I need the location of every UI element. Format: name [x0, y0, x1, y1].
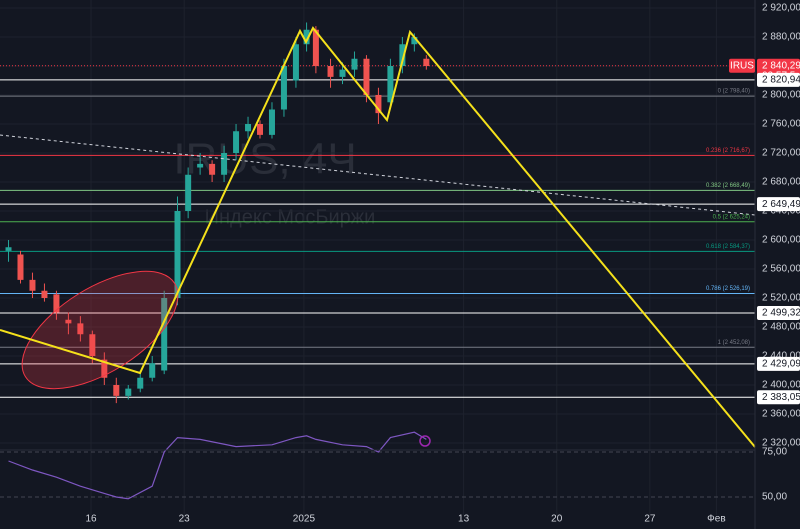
rsi-line — [8, 431, 427, 500]
fib-label: 0.5 (2 625,24) — [713, 214, 750, 220]
price-tag-label: 2 820,94 — [762, 74, 800, 85]
fib-label: 0 (2 798,40) — [718, 89, 750, 95]
candle-body — [77, 323, 84, 335]
y-tick-label: 2 600,00 — [762, 235, 800, 246]
watermark: IRUS, 4Ч — [173, 135, 356, 184]
candle-body — [327, 66, 334, 77]
rsi-tick-label: 75,00 — [762, 447, 787, 458]
fib-label: 1 (2 452,08) — [718, 340, 750, 346]
price-tag-label: 2 649,49 — [762, 199, 800, 210]
y-tick-label: 2 680,00 — [762, 177, 800, 188]
candle-body — [5, 247, 12, 251]
candle-body — [89, 334, 96, 356]
candle-body — [280, 66, 287, 110]
y-tick-label: 2 520,00 — [762, 293, 800, 304]
y-tick-label: 2 560,00 — [762, 264, 800, 275]
candle-body — [423, 58, 430, 66]
candle-body — [292, 44, 299, 81]
x-tick-label: Фев — [707, 514, 725, 525]
y-tick-label: 2 360,00 — [762, 409, 800, 420]
candle-body — [137, 377, 144, 389]
candle-body — [268, 109, 275, 135]
candle-body — [113, 385, 120, 396]
candle-body — [29, 279, 36, 291]
candle-body — [233, 131, 240, 153]
rsi-tick-label: 50,00 — [762, 492, 787, 503]
candle-body — [312, 29, 319, 66]
x-tick-label: 16 — [85, 514, 97, 525]
x-tick-label: 2025 — [293, 514, 316, 525]
pattern-line — [0, 26, 756, 448]
x-tick-label: 23 — [179, 514, 191, 525]
candle-body — [339, 69, 346, 77]
candle-body — [53, 294, 60, 313]
candle-body — [411, 37, 418, 45]
highlight-ellipse — [21, 270, 179, 390]
symbol-tag — [729, 58, 755, 73]
candle-body — [174, 211, 181, 298]
price-tag — [757, 305, 800, 320]
fib-label: 0.236 (2 716,67) — [706, 148, 750, 154]
y-tick-label: 2 800,00 — [762, 90, 800, 101]
y-tick-label: 2 440,00 — [762, 351, 800, 362]
fib-label: 0.382 (2 668,49) — [706, 183, 750, 189]
y-tick-label: 2 480,00 — [762, 322, 800, 333]
price-tag — [757, 356, 800, 371]
y-tick-label: 2 400,00 — [762, 380, 800, 391]
candle-body — [257, 124, 264, 135]
price-tag — [757, 197, 800, 212]
candle-body — [161, 298, 168, 371]
watermark-sub: Индекс МосБиржи — [205, 206, 376, 228]
candle-body — [65, 319, 72, 324]
y-tick-label: 2 920,00 — [762, 3, 800, 14]
event-icon — [419, 435, 431, 447]
candle-body — [125, 388, 132, 396]
candle-body — [399, 44, 406, 66]
candle-body — [351, 58, 358, 70]
x-tick-label: 27 — [644, 514, 656, 525]
x-tick-label: 20 — [551, 514, 563, 525]
y-tick-label: 2 720,00 — [762, 148, 800, 159]
fib-label: 0.618 (2 584,37) — [706, 244, 750, 250]
plot — [0, 0, 755, 515]
candle-body — [185, 174, 192, 211]
price-tag-label: 2 429,09 — [762, 359, 800, 370]
y-tick-label: 2 320,00 — [762, 438, 800, 449]
y-tick-label: 2 640,00 — [762, 206, 800, 217]
candle-body — [17, 254, 24, 280]
candle-body — [101, 359, 108, 378]
candle-body — [41, 290, 48, 298]
symbol-tag-label: IRUS — [730, 60, 754, 71]
trend-line — [0, 134, 756, 216]
candle-body — [209, 163, 216, 175]
candle-body — [375, 95, 382, 114]
candle-body — [197, 163, 204, 168]
price-tag-label: 2 383,05 — [762, 392, 800, 403]
price-tag-label: 2 499,32 — [762, 308, 800, 319]
price-tag — [757, 72, 800, 87]
fib-label: 0.786 (2 526,19) — [706, 286, 750, 292]
price-tag — [757, 390, 800, 405]
candle-body — [149, 363, 156, 378]
price-tag-label: 2 840,29 — [762, 60, 800, 71]
x-tick-label: 13 — [458, 514, 470, 525]
candle-body — [363, 58, 370, 95]
y-tick-label: 2 760,00 — [762, 119, 800, 130]
candle-body — [221, 153, 228, 175]
y-tick-label: 2 880,00 — [762, 32, 800, 43]
candle-body — [387, 66, 394, 103]
candle-body — [303, 29, 310, 45]
candle-body — [245, 124, 252, 132]
